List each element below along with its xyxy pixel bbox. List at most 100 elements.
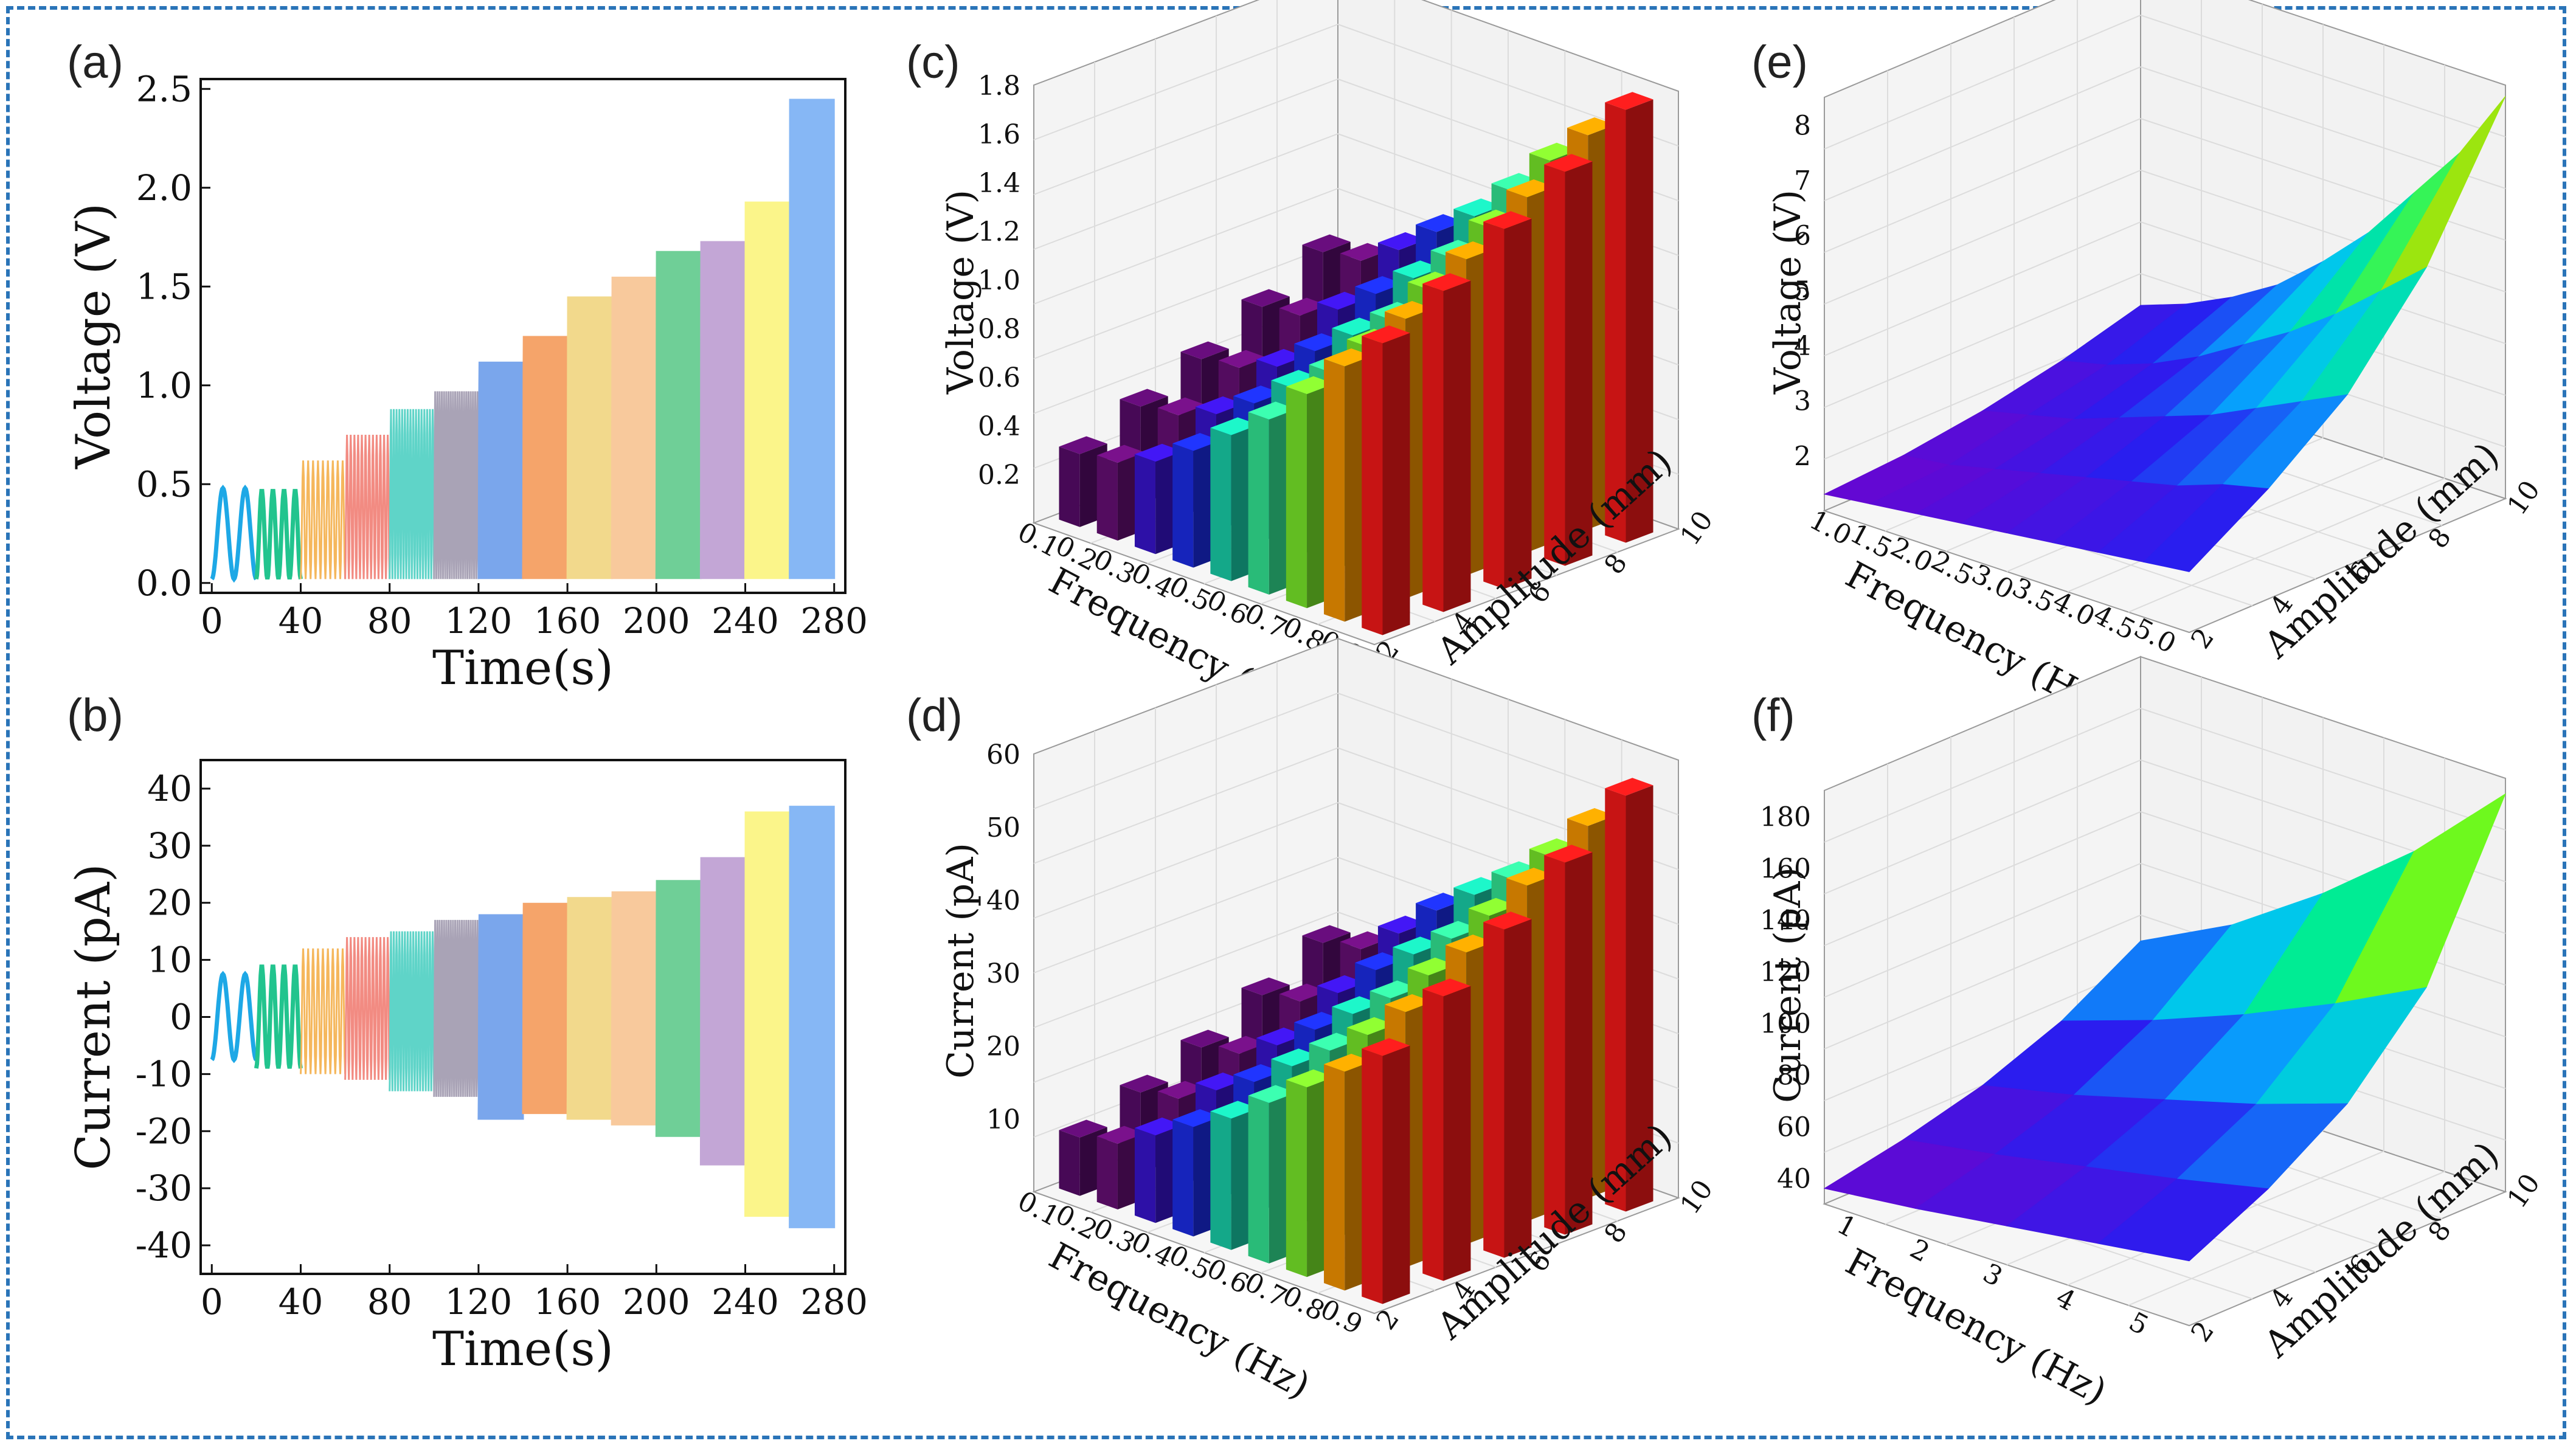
panel-label-d: (d) (906, 690, 963, 741)
grid-line (1824, 811, 2141, 946)
panel-label-b: (b) (67, 690, 123, 741)
grid-line (1033, 243, 1338, 359)
signal-segment-13 (789, 806, 836, 1228)
x-tick-label: 280 (800, 1281, 868, 1323)
signal-segment-6 (477, 361, 524, 579)
bar-f1-a3-top (1279, 297, 1328, 316)
signal-segment-9 (611, 891, 657, 1126)
bar-f1-a0-top (1096, 1126, 1145, 1144)
y-tick-label: 1.0 (136, 365, 192, 406)
surface-cell-f3-a0 (2097, 1178, 2270, 1262)
bar-f8-a1 (1422, 989, 1444, 1281)
x-tick-label: 1 (1832, 1209, 1861, 1244)
y-tick-label: -40 (136, 1225, 192, 1266)
z-tick-label: 100 (1760, 1009, 1811, 1040)
bar-f7-a0-top (1324, 348, 1373, 367)
bar-f7-a4-top (1567, 808, 1616, 826)
bar-f7-a3-top (1506, 179, 1555, 198)
bar-f4-a2-top (1332, 996, 1380, 1014)
signal-segment-5 (433, 391, 480, 579)
bar-f8-a2 (1483, 922, 1504, 1258)
z-tick-label: 60 (986, 739, 1020, 770)
bar-f8-a2-side (1504, 218, 1532, 589)
x-tick-label: 40 (279, 600, 324, 642)
x-tick-label: 240 (712, 600, 779, 642)
x-tick-label: 200 (623, 1281, 690, 1323)
bar-f0-a3-top (1241, 977, 1290, 995)
bar-f4-a3-top (1393, 260, 1441, 278)
y-tick-label: -30 (136, 1167, 192, 1209)
x-tick-label: 240 (712, 1281, 779, 1323)
signal-segment-6 (477, 914, 524, 1120)
x-tick-label: 120 (445, 1281, 513, 1323)
panel-label-e: (e) (1751, 36, 1808, 88)
signal-segment-10 (655, 251, 702, 579)
bar-f1-a2-top (1218, 1036, 1267, 1054)
x-tick-label: 3 (1978, 1257, 2007, 1293)
bar-f8-a3-side (1565, 161, 1593, 566)
bar-f1-a1-top (1157, 397, 1206, 415)
bar-f3-a1-top (1233, 386, 1282, 404)
y-tick-label: 10 (1674, 505, 1719, 551)
bar-f1-a4-top (1340, 931, 1388, 949)
bar-f7-a1-top (1385, 994, 1433, 1012)
bar-f2-a2-top (1256, 348, 1305, 367)
grid-line (1033, 133, 1338, 250)
bar-f0-a0-top (1059, 436, 1107, 454)
z-tick-label: 80 (1777, 1060, 1811, 1091)
y-tick-label: 40 (147, 768, 192, 809)
bar-f8-a0-side (1382, 333, 1410, 635)
bar-f8-a2 (1483, 221, 1504, 589)
y-tick-label: 0.5 (136, 463, 192, 505)
z-tick-label: 1.8 (978, 71, 1020, 102)
bar-f3-a3-top (1355, 276, 1404, 294)
bar-f5-a4-top (1491, 173, 1540, 191)
x-tick-label: 160 (534, 600, 601, 642)
bar-f3-a1-top (1233, 1064, 1282, 1082)
y-axis-label: Voltage (V) (66, 203, 121, 469)
bar-f8-a2-top (1483, 911, 1532, 930)
signal-segment-12 (744, 201, 791, 579)
bar-f8-a1-top (1422, 273, 1471, 291)
grid-line (1824, 66, 2141, 201)
bar-f5-a4-top (1491, 861, 1540, 879)
y-tick-label: 10 (2501, 475, 2546, 520)
y-tick-label: -10 (136, 1053, 192, 1095)
grid-line (1824, 273, 2141, 408)
bar-f1-a1-top (1157, 1081, 1206, 1099)
bar-f3-a0-top (1172, 1109, 1221, 1127)
grid-line (1033, 24, 1338, 140)
z-tick-label: 30 (986, 958, 1020, 989)
bar-f4-a1-top (1271, 370, 1320, 388)
grid-line (1824, 863, 2141, 998)
grid-line (1824, 759, 2141, 894)
bar-f2-a1-top (1195, 396, 1244, 415)
x-tick-label: 2 (1905, 1233, 1934, 1268)
grid-line (1033, 911, 1338, 1028)
z-axis-label: Current (pA) (1767, 867, 1809, 1103)
bar-f2-a1-top (1195, 1072, 1244, 1091)
bar-f1-a0 (1096, 1136, 1118, 1209)
y-tick-label: 0.0 (136, 562, 192, 604)
z-tick-label: 0.8 (978, 314, 1020, 345)
signal-segment-9 (611, 276, 657, 579)
chart-b: 0 40 80 120 160 200 240 280 40 30 20 10 0 -10 -20 -30 -4… (66, 759, 868, 1377)
bar-f2-a2-top (1256, 1027, 1305, 1046)
x-tick-label: 160 (534, 1281, 601, 1323)
z-tick-label: 5 (1794, 275, 1811, 306)
bar-f7-a2-top (1446, 935, 1494, 953)
z-tick-label: 1.2 (978, 216, 1020, 247)
z-tick-label: 140 (1760, 905, 1811, 936)
bar-f0-a0 (1059, 1130, 1080, 1196)
x-tick-label: 200 (623, 600, 690, 642)
bar-f0-a3-top (1241, 289, 1290, 307)
bar-f4-a0-top (1210, 1101, 1259, 1119)
bar-f1-a4-top (1340, 243, 1388, 261)
bar-f4-a1-top (1271, 1048, 1320, 1067)
grid-line (2128, 1171, 2445, 1306)
z-tick-label: 3 (1794, 386, 1811, 417)
z-tick-label: 1.0 (978, 265, 1020, 296)
bar-f4-a2-top (1332, 317, 1380, 336)
y-tick-label: 10 (147, 939, 192, 981)
